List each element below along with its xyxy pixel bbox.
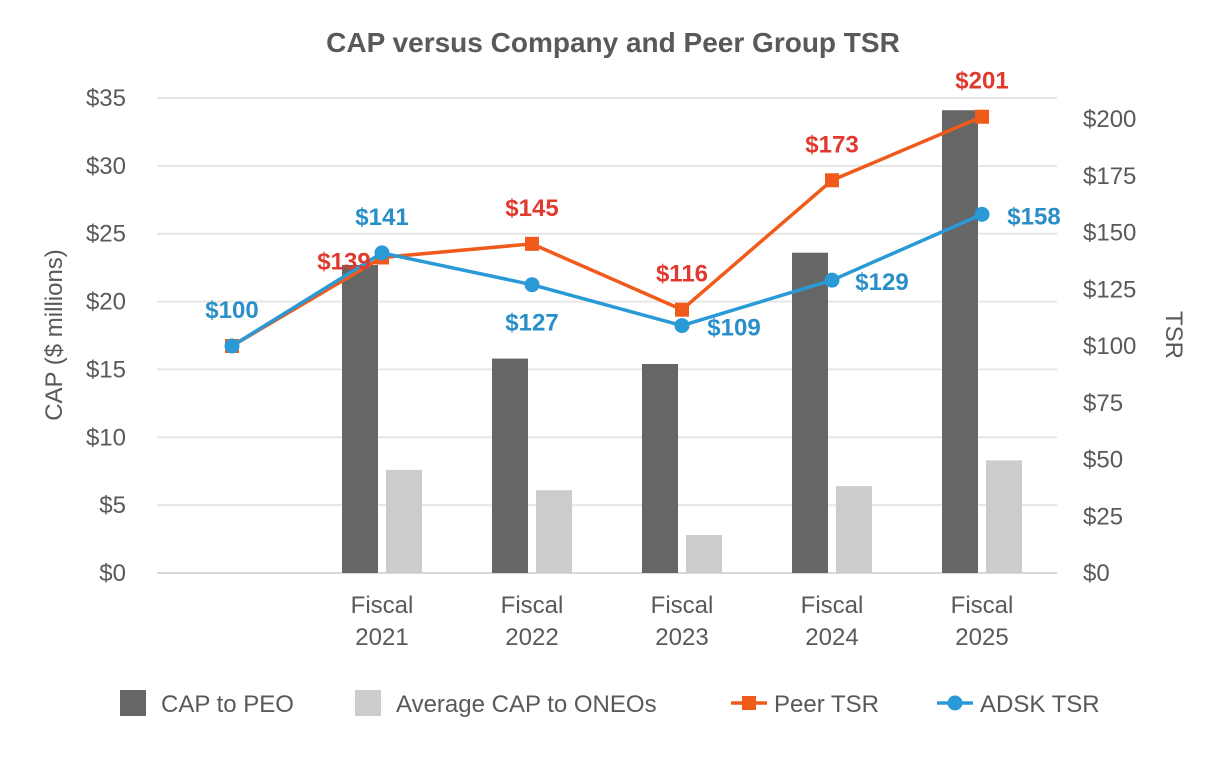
- right-tick-label: $50: [1083, 447, 1123, 474]
- category-labels: Fiscal 2021 Fiscal 2022 Fiscal 2023 Fiscal 2024…: [351, 592, 1014, 651]
- right-tick-label: $75: [1083, 390, 1123, 417]
- data-label-peer-tsr: $201: [955, 68, 1008, 95]
- legend-marker-peer-tsr: [742, 696, 756, 710]
- marker-adsk-tsr: [824, 272, 840, 288]
- legend-swatch-cap-to-peo: [120, 690, 146, 716]
- left-tick-label: $15: [86, 356, 126, 383]
- category-label: 2025: [955, 624, 1008, 651]
- right-tick-label: $100: [1083, 333, 1136, 360]
- right-axis-ticks: $0 $25 $50 $75 $100 $125 $150 $175 $200: [1083, 106, 1136, 587]
- bar-average-cap-to-oneos: [836, 486, 872, 573]
- bar-average-cap-to-oneos: [686, 535, 722, 573]
- left-tick-label: $25: [86, 221, 126, 248]
- marker-peer-tsr: [675, 302, 689, 317]
- legend-label-peer-tsr: Peer TSR: [774, 691, 879, 718]
- right-tick-label: $150: [1083, 220, 1136, 247]
- right-tick-label: $25: [1083, 503, 1123, 530]
- data-label-peer-tsr: $173: [805, 131, 858, 158]
- bar-cap-to-peo: [342, 264, 378, 573]
- gridlines: [157, 97, 1057, 574]
- right-axis-title: TSR: [1160, 311, 1187, 359]
- left-axis-ticks: $0 $5 $10 $15 $20 $25 $30 $35: [86, 85, 126, 587]
- category-label: 2023: [655, 624, 708, 651]
- left-tick-label: $35: [86, 85, 126, 112]
- data-label-adsk-tsr: $109: [707, 315, 760, 342]
- left-tick-label: $0: [99, 560, 126, 587]
- data-label-adsk-tsr: $127: [505, 310, 558, 337]
- marker-peer-tsr: [975, 109, 989, 124]
- bar-cap-to-peo: [942, 110, 978, 573]
- legend-marker-adsk-tsr: [947, 695, 963, 711]
- marker-peer-tsr: [525, 236, 539, 251]
- data-label-peer-tsr: $145: [505, 195, 558, 222]
- category-label: Fiscal: [801, 592, 864, 619]
- left-tick-label: $30: [86, 153, 126, 180]
- legend-label-cap-to-peo: CAP to PEO: [161, 691, 294, 718]
- legend-label-adsk-tsr: ADSK TSR: [980, 691, 1100, 718]
- marker-adsk-tsr: [224, 338, 240, 354]
- line-adsk-tsr: [231, 212, 983, 348]
- category-label: Fiscal: [951, 592, 1014, 619]
- bars: [342, 110, 1022, 573]
- category-label: 2022: [505, 624, 558, 651]
- category-label: Fiscal: [501, 592, 564, 619]
- category-label: 2021: [355, 624, 408, 651]
- data-labels: $139 $145 $116 $173 $201 $100 $141 $127 $109 $129…: [205, 68, 1060, 342]
- line-peer-tsr: [231, 115, 983, 348]
- legend-label-average-cap-to-oneos: Average CAP to ONEOs: [396, 691, 657, 718]
- right-tick-label: $0: [1083, 560, 1110, 587]
- bar-average-cap-to-oneos: [386, 469, 422, 573]
- bar-average-cap-to-oneos: [986, 460, 1022, 573]
- legend: CAP to PEO Average CAP to ONEOs Peer TSR AD…: [120, 690, 1100, 718]
- data-label-peer-tsr: $116: [656, 261, 708, 288]
- category-label: Fiscal: [351, 592, 414, 619]
- right-tick-label: $125: [1083, 276, 1136, 303]
- left-axis-title: CAP ($ millions): [41, 249, 68, 421]
- marker-adsk-tsr: [524, 277, 540, 293]
- category-label: 2024: [805, 624, 858, 651]
- marker-peer-tsr: [825, 173, 839, 188]
- right-tick-label: $175: [1083, 163, 1136, 190]
- bar-cap-to-peo: [642, 364, 678, 573]
- legend-swatch-average-cap-to-oneos: [355, 690, 381, 716]
- data-label-adsk-tsr: $100: [205, 297, 258, 324]
- marker-adsk-tsr: [674, 318, 690, 334]
- data-label-adsk-tsr: $129: [855, 269, 908, 296]
- data-label-adsk-tsr: $141: [355, 204, 408, 231]
- category-label: Fiscal: [651, 592, 714, 619]
- chart-title: CAP versus Company and Peer Group TSR: [326, 27, 900, 58]
- data-label-peer-tsr: $139: [317, 248, 370, 275]
- lines: [224, 109, 990, 354]
- bar-average-cap-to-oneos: [536, 490, 572, 573]
- left-tick-label: $5: [99, 492, 126, 519]
- bar-cap-to-peo: [492, 358, 528, 573]
- marker-adsk-tsr: [974, 206, 990, 222]
- right-tick-label: $200: [1083, 106, 1136, 133]
- left-tick-label: $10: [86, 424, 126, 451]
- data-label-adsk-tsr: $158: [1007, 203, 1060, 230]
- left-tick-label: $20: [86, 289, 126, 316]
- marker-adsk-tsr: [374, 245, 390, 261]
- bar-cap-to-peo: [792, 252, 828, 573]
